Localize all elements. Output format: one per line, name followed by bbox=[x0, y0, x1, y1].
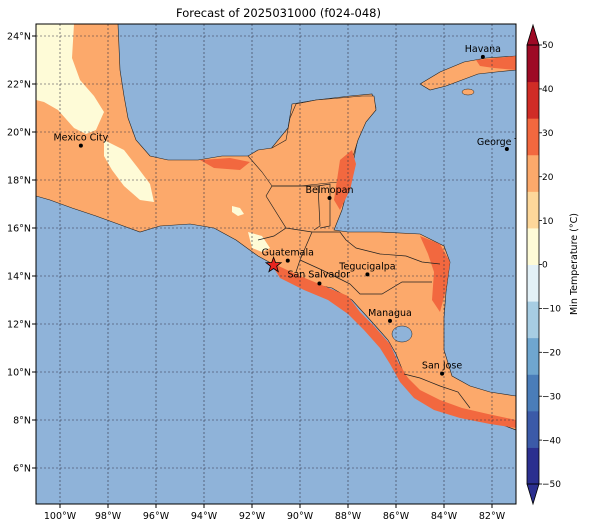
highland-cool-zone bbox=[36, 24, 104, 134]
colorbar-tick-label: −50 bbox=[542, 480, 561, 490]
colorbar-tick-label: 0 bbox=[542, 261, 548, 271]
city-dot bbox=[504, 147, 509, 152]
y-tick-label: 20°N bbox=[7, 128, 31, 139]
cuba-east-warm bbox=[476, 56, 516, 70]
city-label: Mexico City bbox=[53, 133, 108, 144]
city-dot bbox=[365, 272, 370, 277]
warm-zone-pacific bbox=[270, 262, 516, 428]
y-tick-label: 10°N bbox=[7, 368, 31, 379]
x-tick-label: 92°W bbox=[239, 511, 266, 522]
highland-cool-zone-3 bbox=[232, 206, 244, 216]
colorbar-segment bbox=[527, 154, 539, 192]
city-dot bbox=[317, 281, 322, 286]
city-label: Tegucigalpa bbox=[338, 261, 395, 272]
colorbar-tick-label: −40 bbox=[542, 436, 561, 446]
gridlines bbox=[36, 24, 516, 504]
city-dot bbox=[480, 54, 485, 59]
city-dot bbox=[285, 258, 290, 263]
x-tick-label: 84°W bbox=[431, 511, 458, 522]
colorbar-tick-label: 40 bbox=[542, 85, 554, 95]
colorbar-min-extend bbox=[526, 483, 540, 506]
y-tick-label: 22°N bbox=[7, 80, 31, 91]
city-label: Havana bbox=[465, 44, 501, 55]
x-tick-label: 86°W bbox=[383, 511, 410, 522]
y-tick-label: 18°N bbox=[7, 176, 31, 187]
colorbar-segment bbox=[527, 45, 539, 83]
city-label: Managua bbox=[368, 308, 412, 319]
x-tick-label: 100°W bbox=[44, 511, 77, 522]
latitude-ticks: 6°N 8°N 10°N 12°N 14°N 16°N 18°N 20°N 22°N 24°N bbox=[7, 32, 36, 475]
colorbar-segment bbox=[527, 447, 539, 485]
y-tick-label: 24°N bbox=[7, 32, 31, 43]
colorbar-segment bbox=[527, 191, 539, 229]
location-star-icon bbox=[264, 256, 283, 273]
isla-juventud bbox=[461, 88, 475, 96]
lake-nicaragua bbox=[391, 325, 413, 343]
city-labels: Havana Mexico City George Town Belmopan Guat… bbox=[53, 44, 538, 376]
colorbar-tick-label: 30 bbox=[542, 129, 554, 139]
x-tick-label: 96°W bbox=[143, 511, 170, 522]
x-tick-label: 90°W bbox=[287, 511, 314, 522]
colorbar-max-extend bbox=[526, 23, 540, 46]
x-tick-label: 94°W bbox=[191, 511, 218, 522]
y-tick-label: 6°N bbox=[13, 464, 31, 475]
city-label: San Salvador bbox=[287, 269, 350, 280]
map-frame bbox=[35, 23, 517, 505]
city-label: Belmopan bbox=[306, 185, 354, 196]
x-tick-label: 88°W bbox=[335, 511, 362, 522]
city-label: San Jose bbox=[422, 361, 462, 372]
x-tick-label: 98°W bbox=[95, 511, 122, 522]
colorbar-label: Min Temperature (°C) bbox=[569, 213, 580, 315]
map-title: Forecast of 2025031000 (f024-048) bbox=[176, 6, 381, 20]
highland-cool-zone-4 bbox=[248, 232, 270, 252]
y-tick-label: 14°N bbox=[7, 272, 31, 283]
colorbar-tick-label: 10 bbox=[542, 217, 554, 227]
city-dot bbox=[78, 143, 83, 148]
longitude-ticks: 100°W 98°W 96°W 94°W 92°W 90°W 88°W 86°W 84°W 82°… bbox=[44, 504, 506, 522]
colorbar-tick-label: −30 bbox=[542, 392, 561, 402]
colorbar-segment bbox=[527, 410, 539, 448]
x-tick-label: 82°W bbox=[479, 511, 506, 522]
colorbar-segment bbox=[527, 118, 539, 156]
colorbar-segment bbox=[527, 301, 539, 339]
city-dot bbox=[440, 371, 445, 376]
y-tick-label: 16°N bbox=[7, 224, 31, 235]
highland-cool-zone-2 bbox=[104, 140, 154, 202]
city-dot bbox=[327, 196, 332, 200]
city-label: George Town bbox=[477, 137, 538, 148]
city-label: Guatemala bbox=[262, 248, 314, 259]
colorbar-segment bbox=[527, 264, 539, 302]
colorbar-tick-label: 50 bbox=[542, 41, 554, 51]
colorbar-segment bbox=[527, 374, 539, 412]
colorbar-tick-label: −10 bbox=[542, 305, 561, 315]
colorbar: 50 40 30 20 10 0 −10 −20 −30 −40 −50 bbox=[526, 23, 561, 506]
warm-zone-caribbean bbox=[420, 236, 450, 312]
colorbar-segment bbox=[527, 337, 539, 375]
y-tick-label: 8°N bbox=[13, 416, 31, 427]
colorbar-tick-label: −20 bbox=[542, 349, 561, 359]
colorbar-segment bbox=[527, 227, 539, 265]
y-tick-label: 12°N bbox=[7, 320, 31, 331]
colorbar-tick-label: 20 bbox=[542, 173, 554, 183]
warm-zone-gulf bbox=[200, 158, 250, 170]
city-dot bbox=[388, 318, 392, 323]
colorbar-segment bbox=[527, 81, 539, 119]
